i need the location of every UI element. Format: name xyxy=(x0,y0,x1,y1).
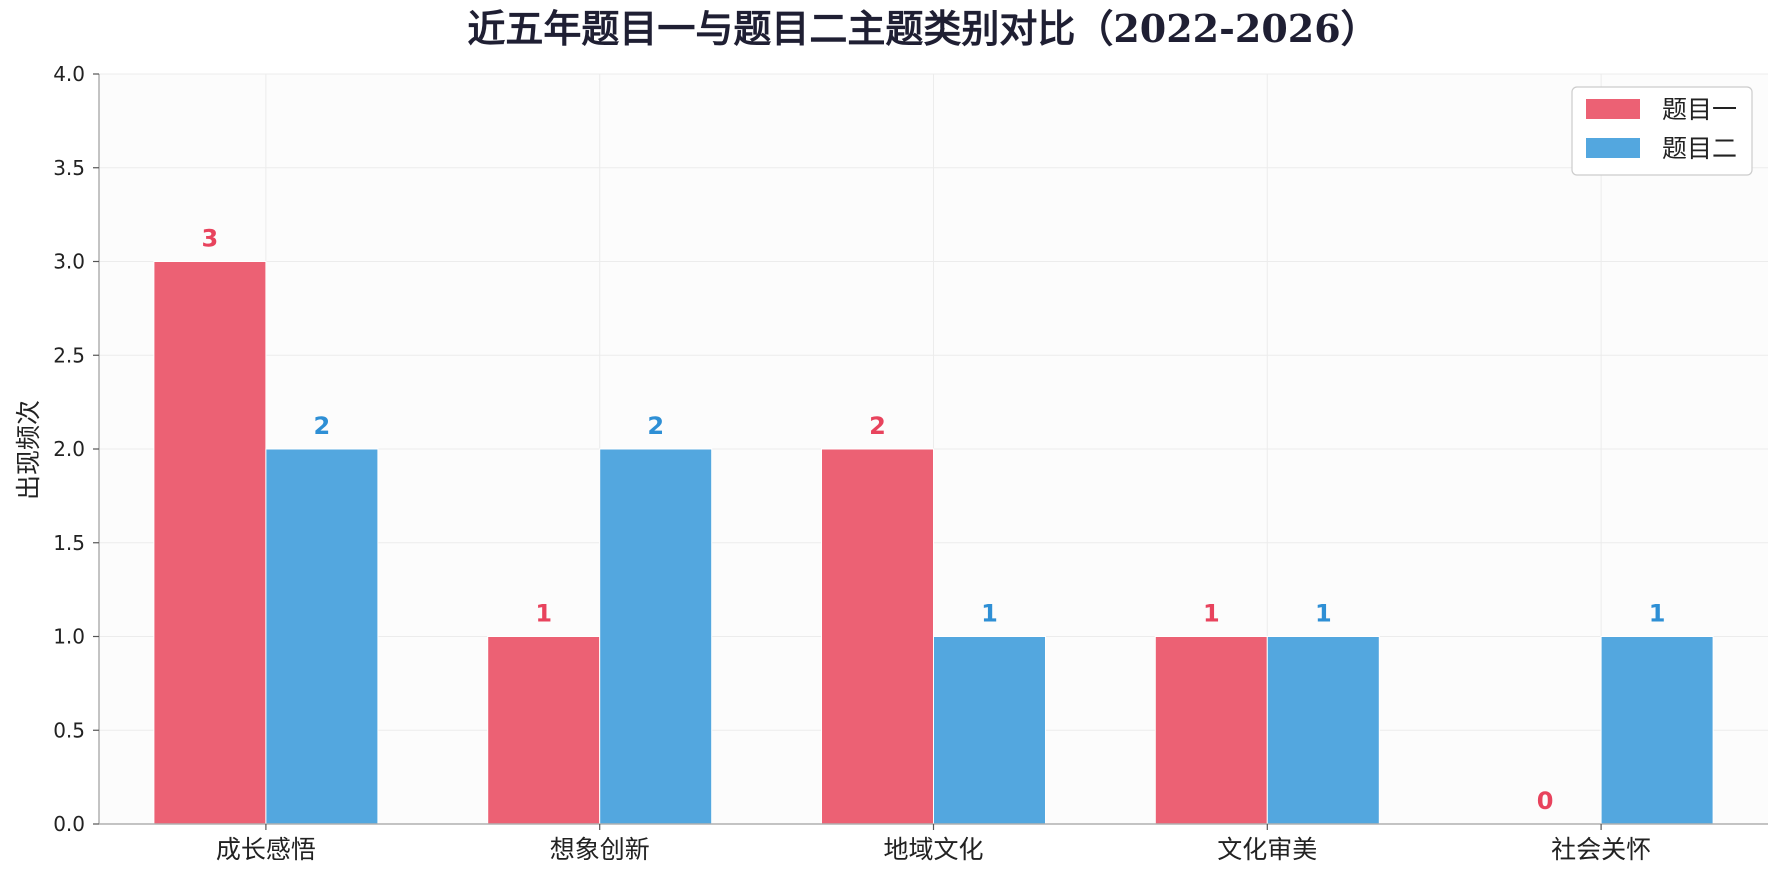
data-label: 1 xyxy=(981,600,998,628)
legend-label: 题目二 xyxy=(1662,134,1737,163)
data-label: 3 xyxy=(202,225,219,253)
y-tick-label: 2.0 xyxy=(53,437,85,461)
bar xyxy=(265,448,379,825)
bar xyxy=(153,261,267,825)
y-axis-label: 出现频次 xyxy=(14,400,43,500)
data-label: 2 xyxy=(647,412,664,440)
x-tick-label: 成长感悟 xyxy=(216,835,316,864)
data-label: 2 xyxy=(869,412,886,440)
plot-area: 3 1 2 1 0 2 2 1 1 1 0.0 0.5 1.0 1.5 2.0 2.5 3.0 3.5 4.0 成长感… xyxy=(53,62,1768,864)
x-tick-label: 想象创新 xyxy=(550,835,650,864)
y-tick-label: 3.0 xyxy=(53,250,85,274)
y-tick-label: 3.5 xyxy=(53,156,85,180)
bar xyxy=(821,448,934,825)
bar xyxy=(1266,636,1380,825)
x-tick-label: 社会关怀 xyxy=(1551,835,1651,864)
data-label: 1 xyxy=(1315,600,1332,628)
y-tick-label: 0.5 xyxy=(53,718,85,742)
data-label: 1 xyxy=(1203,600,1220,628)
x-tick-label: 地域文化 xyxy=(883,835,983,864)
bar xyxy=(933,636,1046,825)
legend-label: 题目一 xyxy=(1662,95,1737,124)
chart-title: 近五年题目一与题目二主题类别对比（2022-2026） xyxy=(467,6,1378,51)
x-tick-label: 文化审美 xyxy=(1217,835,1317,864)
bar xyxy=(1600,636,1714,825)
y-tick-label: 1.5 xyxy=(53,531,85,555)
data-label: 1 xyxy=(1649,600,1666,628)
y-tick-label: 0.0 xyxy=(53,812,85,836)
y-tick-label: 4.0 xyxy=(53,62,85,86)
bar xyxy=(599,448,713,825)
data-label: 0 xyxy=(1537,787,1554,815)
bar xyxy=(1154,636,1268,825)
bar xyxy=(487,636,601,825)
data-label: 1 xyxy=(535,600,552,628)
data-label: 2 xyxy=(314,412,331,440)
legend-swatch xyxy=(1586,138,1640,158)
y-tick-label: 1.0 xyxy=(53,625,85,649)
legend-swatch xyxy=(1586,99,1640,119)
y-tick-label: 2.5 xyxy=(53,343,85,367)
